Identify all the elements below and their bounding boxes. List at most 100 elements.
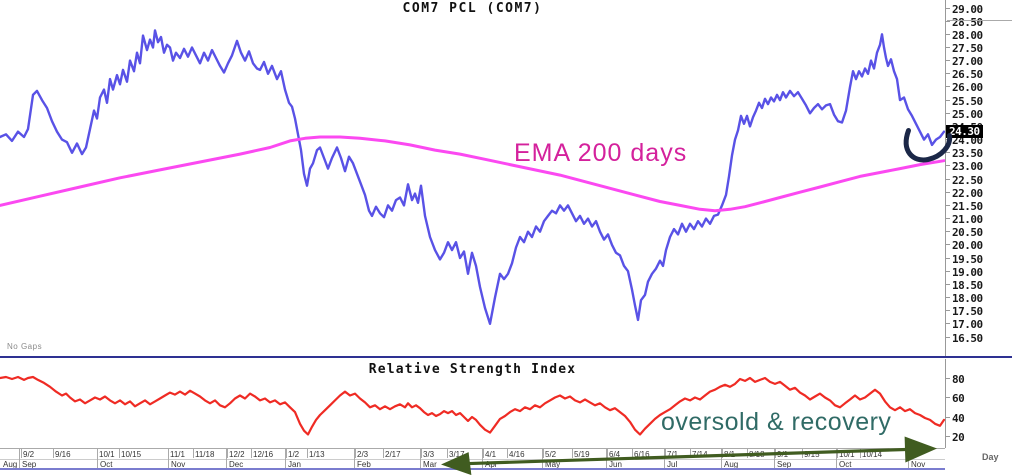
price-y-axis[interactable]: 29.00 28.50 28.00 27.50 27.00 26.50 26.00 25.50… <box>945 0 1012 356</box>
price-axis-tick <box>946 244 950 246</box>
x-axis-date-tick <box>665 449 666 458</box>
price-axis-tick <box>946 178 950 180</box>
price-axis-label: 19.50 <box>952 252 983 266</box>
x-axis-date-tick <box>632 449 633 458</box>
price-axis-label: 18.50 <box>952 278 983 292</box>
panel-divider <box>0 356 1012 358</box>
x-axis-month-label: Nov <box>911 460 926 469</box>
x-axis-date-label: 12/2 <box>229 450 245 459</box>
x-axis-month-separator <box>664 449 665 469</box>
rsi-chart-svg <box>0 375 945 436</box>
price-axis-label: 20.50 <box>952 226 983 240</box>
x-axis-date-label: 4/1 <box>485 450 497 459</box>
rsi-axis-label: 80 <box>952 372 965 386</box>
price-axis-tick <box>946 99 950 101</box>
price-axis-tick <box>946 270 950 272</box>
price-axis-label: 18.00 <box>952 292 983 306</box>
x-axis-date-label: 12/16 <box>253 450 274 459</box>
price-axis-label: 19.00 <box>952 265 983 279</box>
x-axis-date-label: 5/19 <box>574 450 590 459</box>
x-axis-date-label: 7/14 <box>692 450 708 459</box>
x-axis-month-separator <box>354 449 355 469</box>
x-axis-date-tick <box>286 449 287 458</box>
price-axis-tick <box>946 204 950 206</box>
x-axis-date-tick <box>543 449 544 458</box>
x-axis-date-tick <box>690 449 691 458</box>
x-axis-month-separator <box>168 449 169 469</box>
price-axis-tick <box>946 139 950 141</box>
x-axis-date-tick <box>21 449 22 458</box>
rsi-axis-label: 40 <box>952 411 965 425</box>
x-axis-month-separator <box>774 449 775 469</box>
price-axis-label: 22.50 <box>952 173 983 187</box>
price-chart-svg <box>0 29 945 325</box>
x-axis-date-tick <box>572 449 573 458</box>
price-axis-label: 28.50 <box>952 15 983 29</box>
price-axis-label: 25.00 <box>952 107 983 121</box>
x-axis-month-label: Oct <box>100 460 113 469</box>
price-axis-tick <box>946 33 950 35</box>
price-axis-tick <box>946 336 950 338</box>
price-axis-tick <box>946 283 950 285</box>
x-axis-date-tick <box>802 449 803 458</box>
x-axis-date-tick <box>860 449 861 458</box>
x-axis-date-tick <box>775 449 776 458</box>
price-axis-label: 29.00 <box>952 2 983 16</box>
x-axis-date-tick <box>507 449 508 458</box>
axis-top-line <box>947 20 1012 21</box>
x-axis-date-tick <box>119 449 120 458</box>
x-axis-date-tick <box>837 449 838 458</box>
series-ema-200-days <box>0 135 945 213</box>
ema-annotation-label: EMA 200 days <box>514 139 688 167</box>
price-axis-tick <box>946 297 950 299</box>
x-axis-date-label: 9/16 <box>55 450 71 459</box>
rsi-axis-tick <box>946 416 950 418</box>
x-axis-date-label: 6/16 <box>634 450 650 459</box>
series-com7-price <box>0 29 945 325</box>
x-axis-date-tick <box>193 449 194 458</box>
x-axis-date-label: 1/2 <box>288 450 300 459</box>
x-axis-month-label: Sep <box>22 460 37 469</box>
x-axis-date-tick <box>747 449 748 458</box>
price-axis-label: 23.50 <box>952 147 983 161</box>
price-axis-label: 26.50 <box>952 68 983 82</box>
x-axis-date-tick <box>227 449 228 458</box>
x-axis-month-label: Mar <box>423 460 437 469</box>
rsi-y-axis[interactable]: 80 60 40 20 <box>945 359 1012 448</box>
x-axis-date-label: 2/17 <box>385 450 401 459</box>
x-axis-month-separator <box>721 449 722 469</box>
x-axis-date-label: 10/1 <box>99 450 115 459</box>
price-axis-label: 21.50 <box>952 199 983 213</box>
x-axis-date-tick <box>421 449 422 458</box>
price-axis-label: 25.50 <box>952 94 983 108</box>
x-axis-month-separator <box>19 449 20 469</box>
x-axis-month-separator <box>542 449 543 469</box>
x-axis-month-separator <box>285 449 286 469</box>
x-axis-date-tick <box>447 449 448 458</box>
x-axis-bottom-line <box>0 468 945 470</box>
price-axis-tick <box>946 152 950 154</box>
price-axis-tick <box>946 73 950 75</box>
x-axis-date-label: 9/2 <box>23 450 35 459</box>
price-axis-tick <box>946 310 950 312</box>
x-axis-month-separator <box>908 449 909 469</box>
price-axis-label: 28.00 <box>952 28 983 42</box>
x-axis-month-label: Nov <box>171 460 186 469</box>
price-axis-label: 27.00 <box>952 55 983 69</box>
price-axis-label: 16.50 <box>952 331 983 345</box>
rsi-plot-area[interactable] <box>0 359 945 448</box>
x-axis-month-separator <box>420 449 421 469</box>
x-axis-date-tick <box>483 449 484 458</box>
x-axis-date-label: 11/1 <box>170 450 185 459</box>
price-plot-area[interactable] <box>0 0 945 356</box>
x-axis-date-label: 10/1 <box>839 450 855 459</box>
price-axis-tick <box>946 60 950 62</box>
price-axis-tick <box>946 165 950 167</box>
x-axis-date-tick <box>722 449 723 458</box>
x-axis-date-label: 6/4 <box>609 450 621 459</box>
price-axis-tick <box>946 86 950 88</box>
x-axis-date-label: 9/15 <box>804 450 820 459</box>
chart-title: COM7 PCL (COM7) <box>402 1 543 16</box>
x-axis-month-label: Dec <box>229 460 244 469</box>
x-axis-date-label: 9/1 <box>777 450 789 459</box>
